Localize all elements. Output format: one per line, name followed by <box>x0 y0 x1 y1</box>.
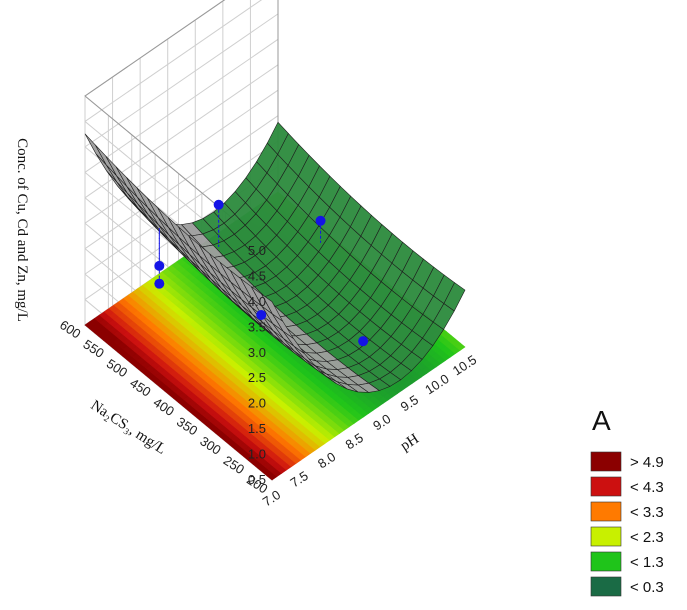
z-tick-label: 4.5 <box>248 268 266 283</box>
legend-label: < 0.3 <box>630 579 664 596</box>
legend-swatch <box>590 476 622 497</box>
response-surface <box>84 121 466 393</box>
z-axis-title: Conc. of Cu, Cd and Zn, mg/L <box>14 138 30 322</box>
grid-line-z <box>84 115 279 250</box>
ph-tick-label: 8.5 <box>343 430 366 452</box>
data-point <box>358 336 369 347</box>
z-tick-label: 1.0 <box>248 447 266 462</box>
z-tick-label: 4.0 <box>248 294 266 309</box>
ph-tick-label: 9.5 <box>398 392 421 414</box>
z-tick-label: 2.5 <box>248 370 266 385</box>
z-tick-label: 5.0 <box>248 243 266 258</box>
grid-line-z <box>84 13 279 148</box>
ph-tick-label: 8.0 <box>315 449 338 471</box>
ph-tick-label: 7.5 <box>287 468 310 490</box>
z-tick-label: 2.0 <box>248 396 266 411</box>
legend-title: A <box>592 405 611 436</box>
grid-line-z <box>84 89 279 224</box>
box-edge <box>84 0 226 97</box>
observed-points <box>154 199 369 347</box>
ph-tick-label: 10.5 <box>450 352 479 378</box>
z-tick-label: 3.0 <box>248 345 266 360</box>
na-tick-label: 600 <box>57 317 83 341</box>
legend-swatch <box>590 551 622 572</box>
grid-line-z <box>84 0 263 122</box>
ph-tick-label: 9.0 <box>370 411 393 433</box>
legend-swatch <box>590 451 622 472</box>
data-point <box>315 215 326 226</box>
legend-label: < 3.3 <box>630 504 664 521</box>
legend-swatch <box>590 576 622 597</box>
grid-line-z <box>84 38 279 173</box>
data-point <box>213 199 224 210</box>
legend-swatch <box>590 501 622 522</box>
legend-swatch <box>590 526 622 547</box>
legend-label: < 2.3 <box>630 529 664 546</box>
surface-cell <box>261 293 283 322</box>
legend-label: < 1.3 <box>630 554 664 571</box>
ph-tick-label: 10.0 <box>422 371 451 397</box>
z-tick-label: 3.5 <box>248 319 266 334</box>
z-tick-label: 1.5 <box>248 421 266 436</box>
grid-line-z <box>84 140 279 275</box>
z-tick-label: 0.5 <box>248 472 266 487</box>
legend: A > 4.9 < 4.3 < 3.3 < 2.3 < 1.3 < 0.3 <box>590 405 664 597</box>
legend-label: > 4.9 <box>630 454 664 471</box>
data-point <box>256 309 267 320</box>
x-axis-title: pH <box>398 431 422 454</box>
data-point <box>154 278 165 289</box>
legend-label: < 4.3 <box>630 479 664 496</box>
